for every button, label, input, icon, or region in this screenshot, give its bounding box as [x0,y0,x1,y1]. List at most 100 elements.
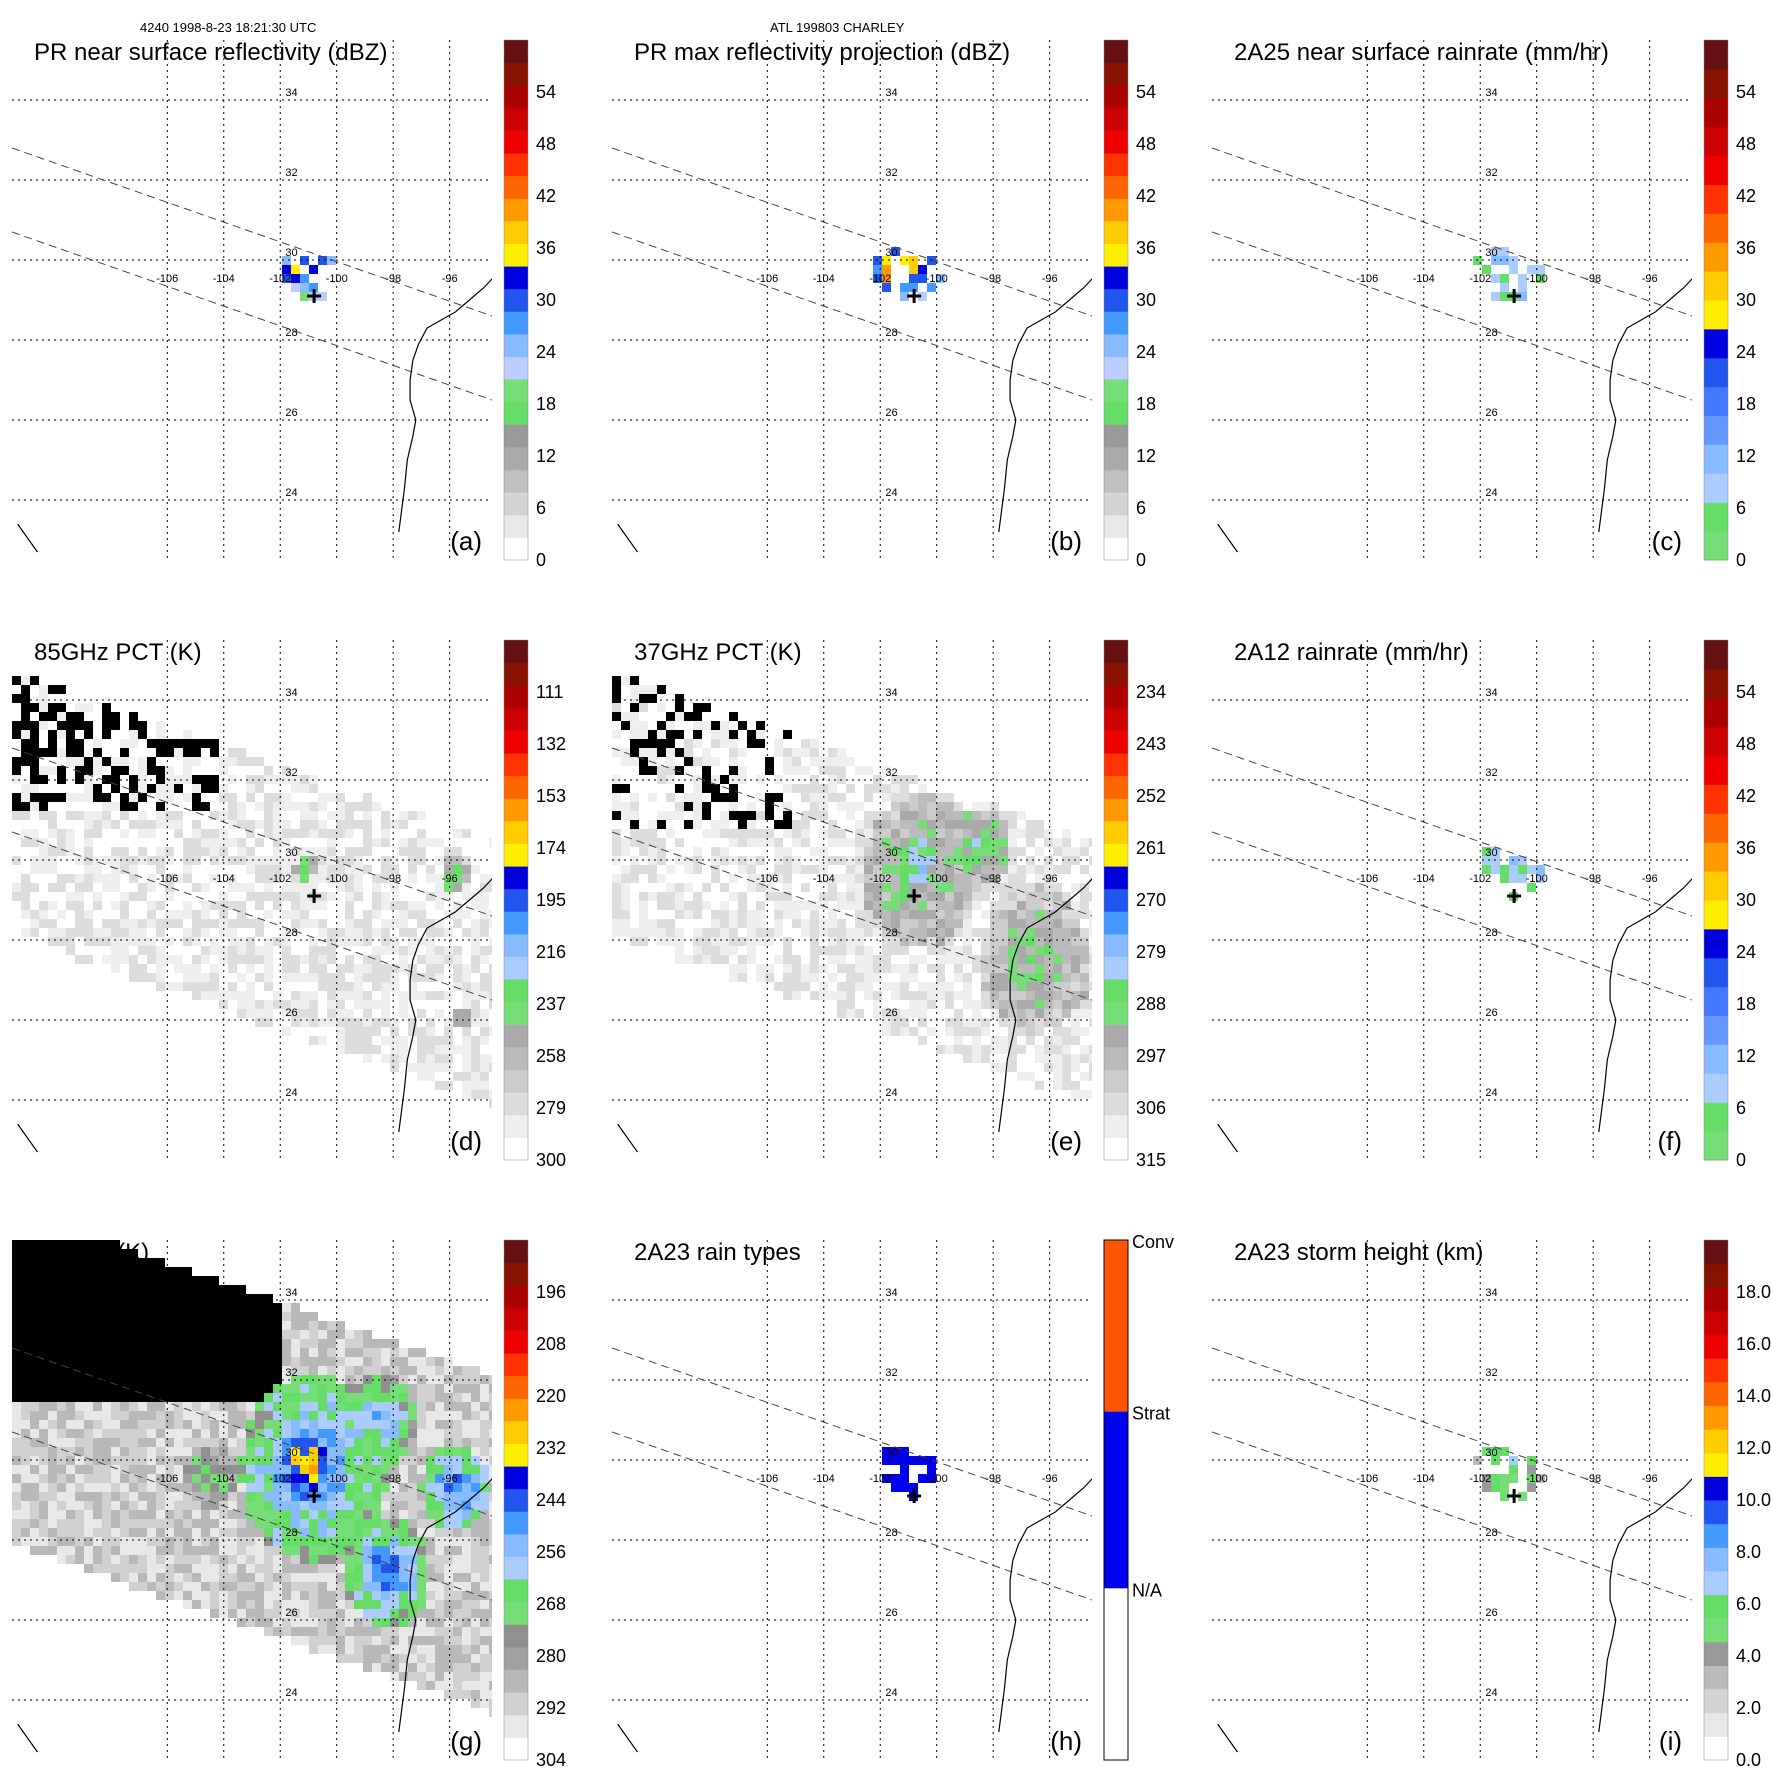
coastline [398,1478,492,1733]
colorbar-segment [504,753,528,777]
panel-title-g: VIRS T (K) [34,1239,149,1266]
colorbar-segment [1704,184,1728,214]
colorbar-segment [504,1511,528,1535]
colorbar-segment [1704,842,1728,872]
storm-center-marker [907,889,922,903]
colorbar-tick-label: 258 [536,1046,566,1066]
colorbar-tick-label: 54 [1736,82,1756,102]
colorbar-segment [504,1420,528,1444]
colorbar-segment [1704,1452,1728,1477]
colorbar-segment [1704,1263,1728,1288]
coastline-baja [17,1723,38,1753]
lon-tick-label: -96 [1642,1473,1658,1485]
lon-tick-label: -100 [926,273,948,285]
lon-tick-label: -100 [926,873,948,885]
colorbar-tick-label: 234 [1136,682,1166,702]
colorbar-tick-label: 48 [1136,134,1156,154]
colorbar-tick-label: 6 [1736,498,1746,518]
lat-tick-label: 26 [885,1607,897,1619]
colorbar-segment [1104,662,1128,686]
lat-tick-label: 24 [885,1087,897,1099]
storm-center-marker [1507,889,1522,903]
colorbar-segment [1704,784,1728,814]
lon-tick-label: -100 [1526,1473,1548,1485]
colorbar-segment [1104,266,1128,290]
colorbar-segment [504,820,528,844]
colorbar-tick-label: 261 [1136,838,1166,858]
lon-tick-label: -104 [813,873,835,885]
colorbar-segment [504,1533,528,1558]
colorbar-segment [504,1307,528,1331]
lat-tick-label: 26 [1485,1007,1497,1019]
colorbar-segment [1104,798,1128,822]
colorbar-segment [504,1737,528,1761]
colorbar-segment [504,1624,528,1648]
panel-d: -106 -104 -102 -100 -98 -96 34 32 30 28 26 24 85GHz … [12,639,566,1170]
colorbar-tick-label: 252 [1136,786,1166,806]
colorbar-segment [504,288,528,312]
colorbar-segment [1704,900,1728,930]
coastline-baja [617,523,638,553]
colorbar-tick-label: 42 [1736,186,1756,206]
colorbar-segment [1704,271,1728,301]
colorbar-segment [1104,1114,1128,1138]
colorbar-tick-label: 243 [1136,734,1166,754]
colorbar-segment [1704,328,1728,359]
lon-tick-label: -102 [1469,1473,1491,1485]
colorbar-a: 54 48 42 36 30 24 18 12 6 0 [503,39,556,570]
colorbar-tick-label: 18 [1736,394,1756,414]
lon-tick-label: -104 [213,273,235,285]
lon-tick-label: -106 [1356,1473,1378,1485]
colorbar-segment [1704,1500,1728,1525]
lon-tick-label: -96 [442,273,458,285]
colorbar-tick-label: 268 [536,1594,566,1614]
swath-edge-0 [1212,147,1692,317]
colorbar-segment [1104,153,1128,177]
panel-g: -106 -104 -102 -100 -98 -96 34 32 30 28 26 24 VIRS T… [12,1239,566,1770]
colorbar-segment [1704,1381,1728,1406]
colorbar-tick-label: 0.0 [1736,1750,1761,1770]
colorbar-segment [504,198,528,222]
colorbar-segment [1704,928,1728,959]
coastline [1598,278,1692,533]
lat-tick-label: 28 [1485,327,1497,339]
colorbar-segment [1704,1287,1728,1312]
colorbar-tick-label: 315 [1136,1150,1166,1170]
colorbar-tick-label: 36 [1136,238,1156,258]
colorbar-tick-label: 216 [536,942,566,962]
colorbar-segment [504,333,528,358]
colorbar-segment [1704,1641,1728,1666]
colorbar-segment [1104,243,1128,267]
colorbar-tick-label: 111 [536,682,563,702]
colorbar-tick-label: 2.0 [1736,1698,1761,1718]
colorbar-segment [504,446,528,471]
colorbar-tick-label: 24 [1136,342,1156,362]
colorbar-tick-label: 42 [536,186,556,206]
colorbar-tick-label: 279 [1136,942,1166,962]
colorbar-tick-label: 30 [1136,290,1156,310]
colorbar-segment [1104,537,1128,561]
colorbar-tick-label: 48 [1736,134,1756,154]
colorbar-g: 196 208 220 232 244 256 268 280 292 304 [503,1239,566,1770]
lat-tick-label: 30 [885,1447,897,1459]
colorbar-segment [1104,911,1128,935]
lon-tick-label: -100 [1526,273,1548,285]
colorbar-segment [504,775,528,799]
panel-title-d: 85GHz PCT (K) [34,639,202,666]
lon-tick-label: -102 [1469,273,1491,285]
colorbar-segment [504,1024,528,1048]
colorbar-segment [1104,1137,1128,1161]
colorbar-segment [1704,755,1728,785]
colorbar-segment [1704,957,1728,988]
lon-tick-label: -96 [1042,273,1058,285]
colorbar-segment [1704,1073,1728,1103]
swath-edge-0 [12,747,492,917]
lon-tick-label: -100 [326,1473,348,1485]
lon-tick-label: -96 [1642,873,1658,885]
panel-label-c: (c) [1652,526,1682,556]
lon-tick-label: -106 [156,1473,178,1485]
colorbar-segment [504,1443,528,1467]
colorbar-tick-label: 54 [536,82,556,102]
colorbar-segment [1704,1594,1728,1619]
swath-edge-1 [1212,1431,1692,1601]
